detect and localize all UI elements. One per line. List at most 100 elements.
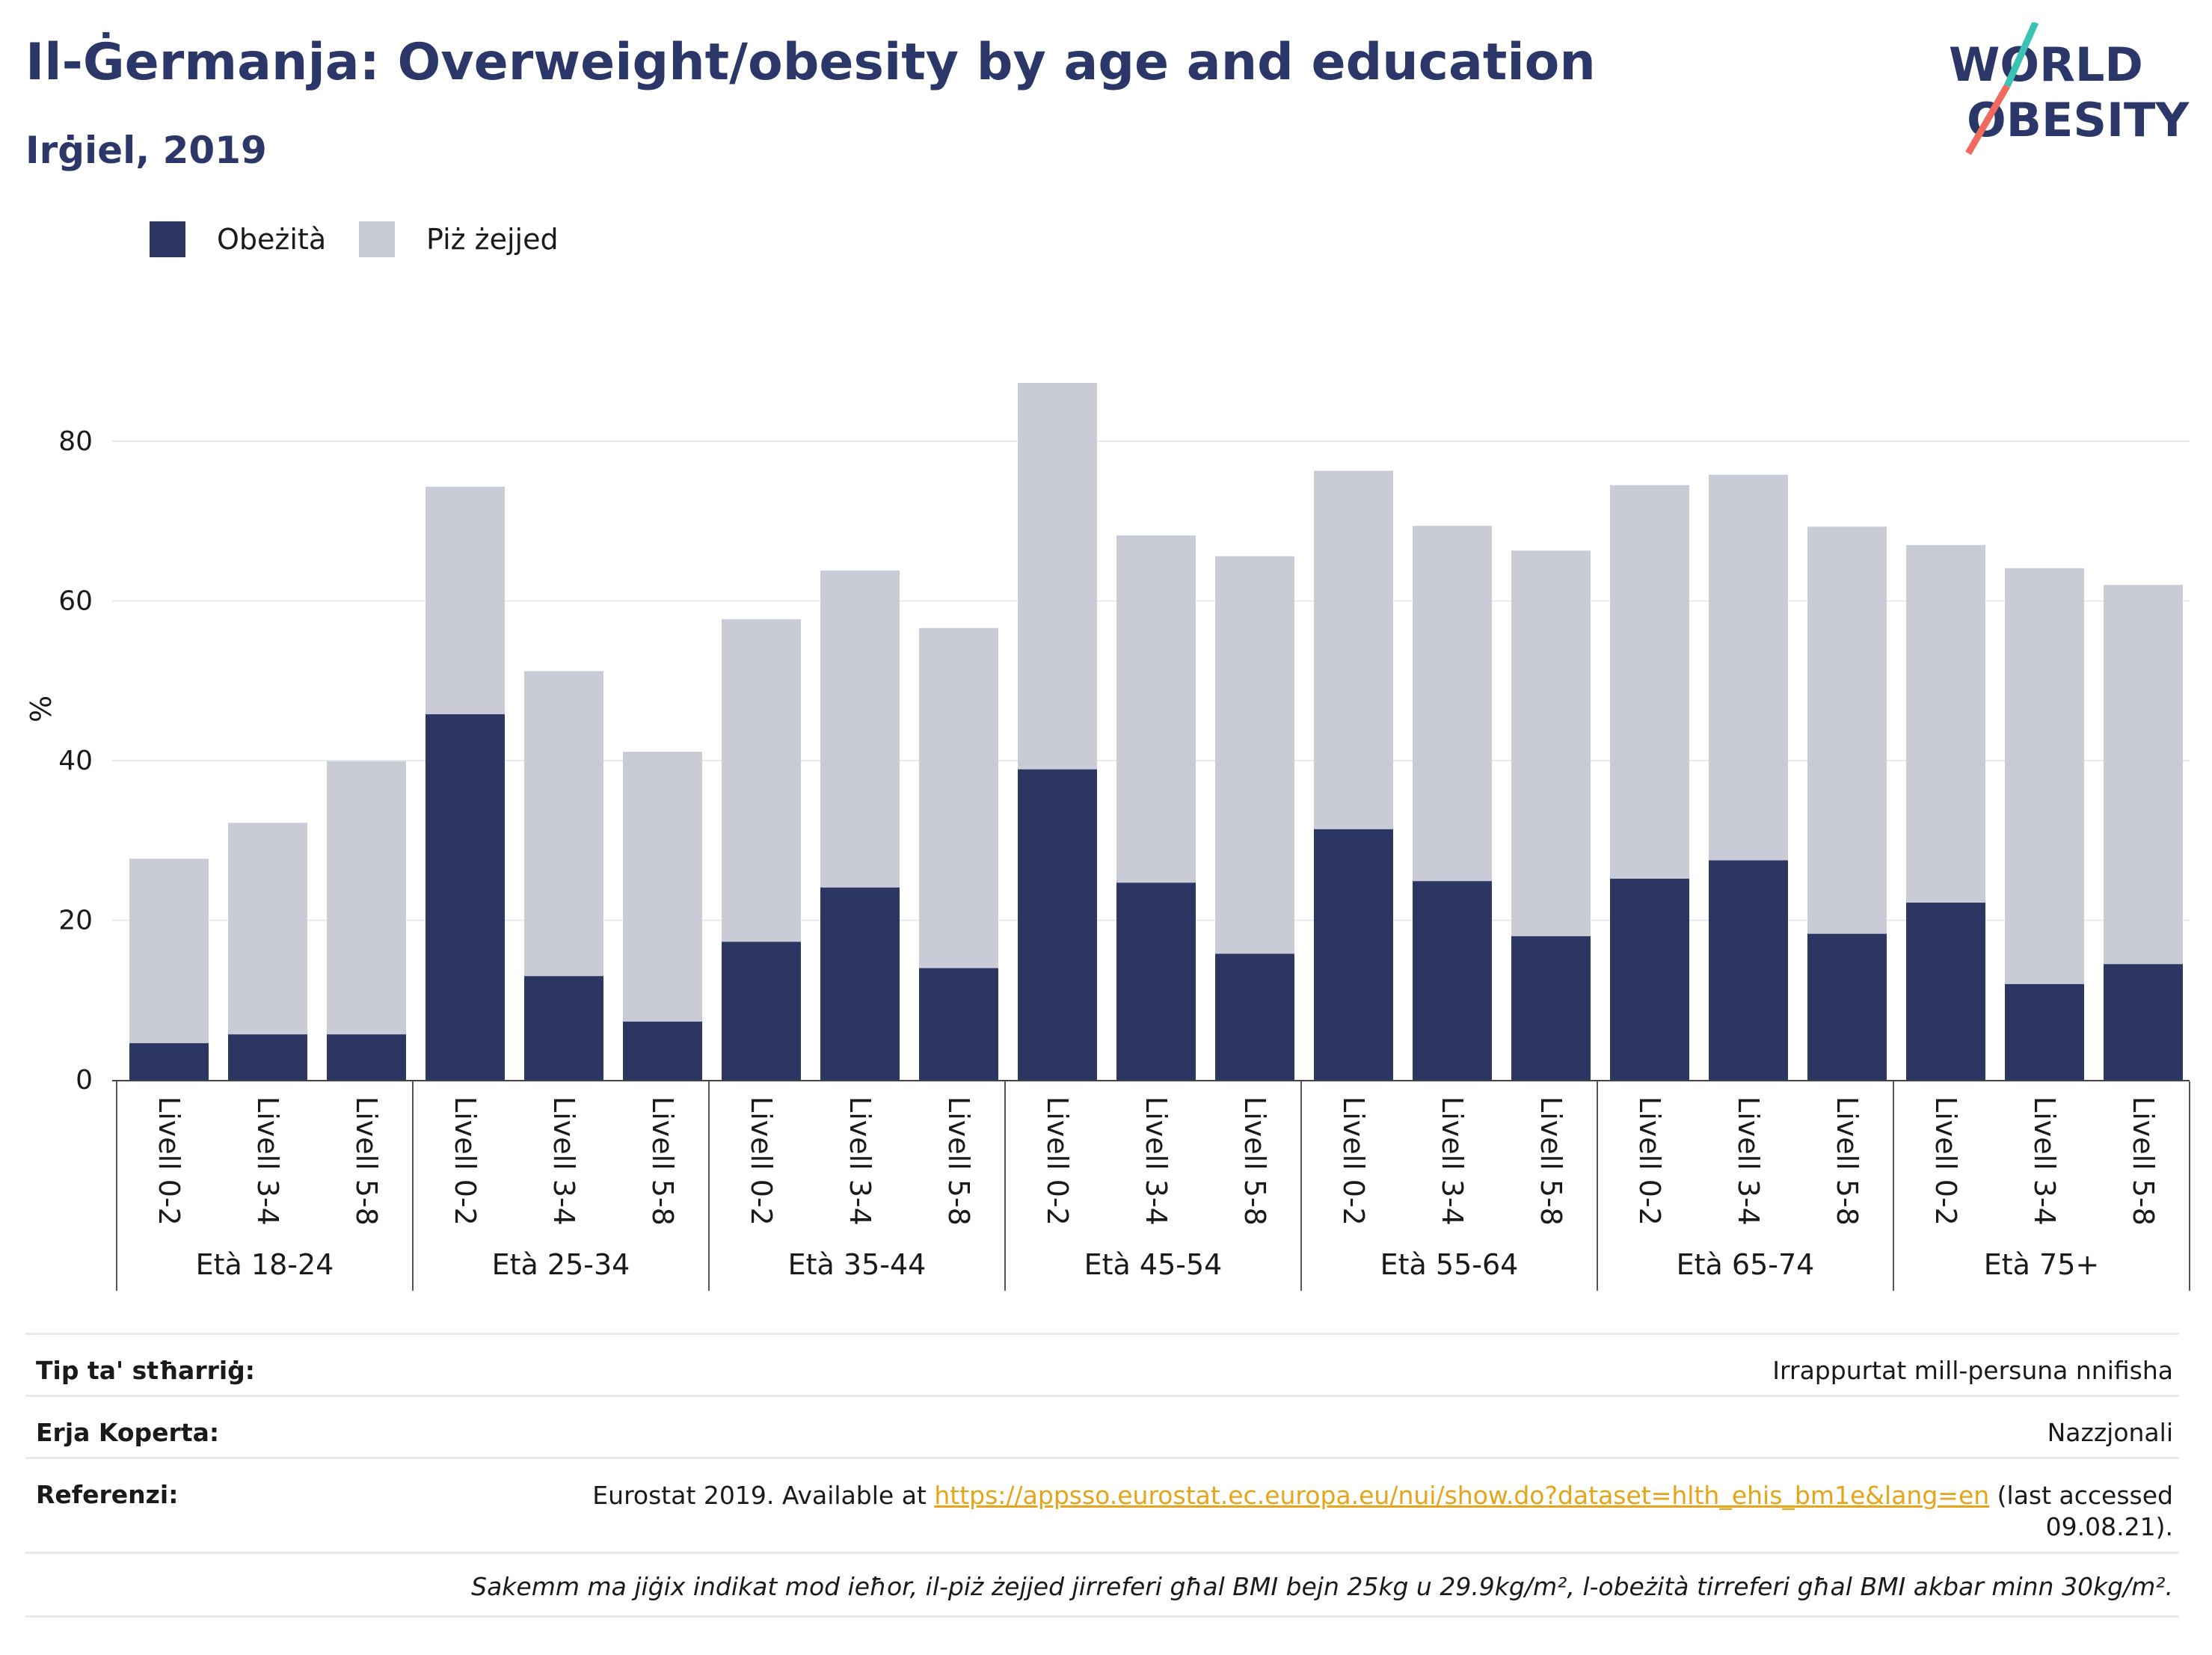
bar-obesity-1-1 bbox=[524, 976, 603, 1080]
reference-date: 09.08.21). bbox=[2045, 1512, 2173, 1541]
footer-value-area: Nazzjonali bbox=[2047, 1418, 2173, 1447]
x-tick-label-2-1: Livell 3-4 bbox=[844, 1096, 876, 1226]
group-label-1: Età 25-34 bbox=[492, 1248, 630, 1281]
bar-overweight-1-0 bbox=[425, 486, 505, 715]
x-tick-label-3-2: Livell 5-8 bbox=[1238, 1096, 1271, 1226]
x-tick-label-5-2: Livell 5-8 bbox=[1831, 1096, 1864, 1226]
x-tick-label-1-2: Livell 5-8 bbox=[646, 1096, 679, 1226]
bar-overweight-2-2 bbox=[919, 627, 998, 968]
group-label-4: Età 55-64 bbox=[1380, 1248, 1519, 1281]
x-tick-label-3-1: Livell 3-4 bbox=[1140, 1096, 1173, 1226]
bar-obesity-5-0 bbox=[1610, 878, 1689, 1080]
x-tick-label-6-1: Livell 3-4 bbox=[2028, 1096, 2061, 1226]
bar-obesity-4-1 bbox=[1413, 881, 1492, 1080]
chart-subtitle: Irġiel, 2019 bbox=[25, 129, 267, 172]
bar-obesity-2-0 bbox=[722, 942, 801, 1080]
x-tick-label-2-2: Livell 5-8 bbox=[942, 1096, 975, 1226]
x-tick-label-1-1: Livell 3-4 bbox=[547, 1096, 580, 1226]
footer-row-area: Erja Koperta: Nazzjonali bbox=[25, 1395, 2179, 1457]
footer-row-note: Sakemm ma jiġix indikat mod ieħor, il-pi… bbox=[25, 1552, 2179, 1618]
bar-overweight-3-0 bbox=[1018, 383, 1097, 770]
reference-suffix: (last accessed bbox=[1989, 1481, 2173, 1510]
x-tick-label-5-1: Livell 3-4 bbox=[1732, 1096, 1765, 1226]
bar-overweight-0-0 bbox=[129, 859, 209, 1043]
y-tick-label-20: 20 bbox=[58, 906, 93, 936]
x-tick-label-6-0: Livell 0-2 bbox=[1929, 1096, 1962, 1226]
bar-obesity-2-1 bbox=[820, 887, 900, 1080]
x-tick-label-0-2: Livell 5-8 bbox=[350, 1096, 383, 1226]
bar-overweight-1-2 bbox=[623, 752, 702, 1022]
bar-obesity-0-2 bbox=[327, 1034, 406, 1080]
bar-overweight-3-1 bbox=[1116, 535, 1196, 883]
footer-row-survey-type: Tip ta' stħarriġ: Irrappurtat mill-persu… bbox=[25, 1333, 2179, 1395]
footer-key-references: Referenzi: bbox=[36, 1480, 179, 1509]
footer-value-survey-type: Irrappurtat mill-persuna nnifisha bbox=[1772, 1356, 2173, 1385]
bar-overweight-3-2 bbox=[1215, 556, 1294, 954]
y-tick-label-80: 80 bbox=[58, 426, 93, 457]
bar-overweight-4-1 bbox=[1413, 526, 1492, 882]
x-tick-label-4-0: Livell 0-2 bbox=[1337, 1096, 1370, 1226]
bar-overweight-5-2 bbox=[1807, 526, 1887, 934]
y-tick-label-40: 40 bbox=[58, 746, 93, 776]
bar-overweight-0-1 bbox=[228, 823, 307, 1035]
x-tick-label-3-0: Livell 0-2 bbox=[1041, 1096, 1074, 1226]
bar-obesity-1-2 bbox=[623, 1022, 702, 1080]
group-label-2: Età 35-44 bbox=[788, 1248, 927, 1281]
x-tick-label-0-0: Livell 0-2 bbox=[153, 1096, 185, 1226]
bar-overweight-2-1 bbox=[820, 570, 900, 888]
legend-label-obesity: Obeżità bbox=[217, 223, 327, 256]
world-obesity-logo: WORLD OBESITY bbox=[1949, 22, 2190, 156]
x-tick-label-2-0: Livell 0-2 bbox=[745, 1096, 778, 1226]
bar-obesity-3-1 bbox=[1116, 882, 1196, 1080]
bar-overweight-2-0 bbox=[722, 619, 801, 942]
bar-obesity-6-1 bbox=[2005, 983, 2084, 1080]
bar-obesity-3-0 bbox=[1018, 769, 1097, 1080]
bar-overweight-5-0 bbox=[1610, 485, 1689, 879]
bar-overweight-4-2 bbox=[1511, 550, 1591, 936]
bar-obesity-6-2 bbox=[2104, 964, 2183, 1080]
bar-overweight-4-0 bbox=[1314, 470, 1393, 829]
x-tick-label-4-1: Livell 3-4 bbox=[1436, 1096, 1469, 1226]
group-label-0: Età 18-24 bbox=[196, 1248, 334, 1281]
bar-overweight-6-1 bbox=[2005, 568, 2084, 984]
bar-obesity-1-0 bbox=[425, 714, 505, 1080]
bar-overweight-6-2 bbox=[2104, 585, 2183, 965]
bar-obesity-6-0 bbox=[1906, 903, 1985, 1080]
x-tick-label-4-2: Livell 5-8 bbox=[1534, 1096, 1567, 1226]
bar-obesity-2-2 bbox=[919, 968, 998, 1080]
footer-value-references: Eurostat 2019. Available at https://apps… bbox=[592, 1480, 2173, 1543]
bar-obesity-4-0 bbox=[1314, 829, 1393, 1080]
bar-overweight-5-1 bbox=[1709, 474, 1788, 861]
bar-obesity-4-2 bbox=[1511, 936, 1591, 1080]
chart-footer: Tip ta' stħarriġ: Irrappurtat mill-persu… bbox=[25, 1333, 2179, 1618]
footer-note: Sakemm ma jiġix indikat mod ieħor, il-pi… bbox=[471, 1572, 2173, 1601]
footer-key-area: Erja Koperta: bbox=[36, 1418, 220, 1447]
group-label-6: Età 75+ bbox=[1984, 1248, 2099, 1281]
reference-prefix: Eurostat 2019. Available at bbox=[592, 1481, 935, 1510]
chart-title: Il-Ġermanja: Overweight/obesity by age a… bbox=[25, 33, 1596, 92]
bar-obesity-3-2 bbox=[1215, 954, 1294, 1080]
logo-text-obesity: OBESITY bbox=[1967, 93, 2190, 147]
bar-overweight-1-1 bbox=[524, 671, 603, 977]
x-tick-label-5-0: Livell 0-2 bbox=[1633, 1096, 1666, 1226]
bar-obesity-5-1 bbox=[1709, 860, 1788, 1080]
stacked-bar-chart: 0 20 40 60 80% Livell 0-2 Livell 3-4 Livell 5-8… bbox=[25, 383, 2190, 1291]
bar-overweight-0-2 bbox=[327, 761, 406, 1035]
y-tick-label-60: 60 bbox=[58, 586, 93, 617]
legend-swatch-overweight bbox=[359, 221, 395, 257]
bar-overweight-6-0 bbox=[1906, 544, 1985, 903]
logo-text-world: WORLD bbox=[1949, 37, 2143, 92]
logo-slash-bottom bbox=[1965, 84, 2010, 156]
legend-label-overweight: Piż żejjed bbox=[426, 223, 559, 256]
footer-key-survey-type: Tip ta' stħarriġ: bbox=[36, 1356, 256, 1385]
x-tick-label-1-0: Livell 0-2 bbox=[449, 1096, 482, 1226]
group-label-5: Età 65-74 bbox=[1677, 1248, 1815, 1281]
footer-row-references: Referenzi: Eurostat 2019. Available at h… bbox=[25, 1457, 2179, 1552]
x-tick-label-6-2: Livell 5-8 bbox=[2127, 1096, 2160, 1226]
y-tick-label-0: 0 bbox=[76, 1065, 93, 1096]
bar-obesity-0-0 bbox=[129, 1043, 209, 1080]
reference-link[interactable]: https://appsso.eurostat.ec.europa.eu/nui… bbox=[934, 1481, 1990, 1510]
group-label-3: Età 45-54 bbox=[1084, 1248, 1223, 1281]
logo-slash-top bbox=[2003, 22, 2039, 87]
x-tick-label-0-1: Livell 3-4 bbox=[251, 1096, 284, 1226]
